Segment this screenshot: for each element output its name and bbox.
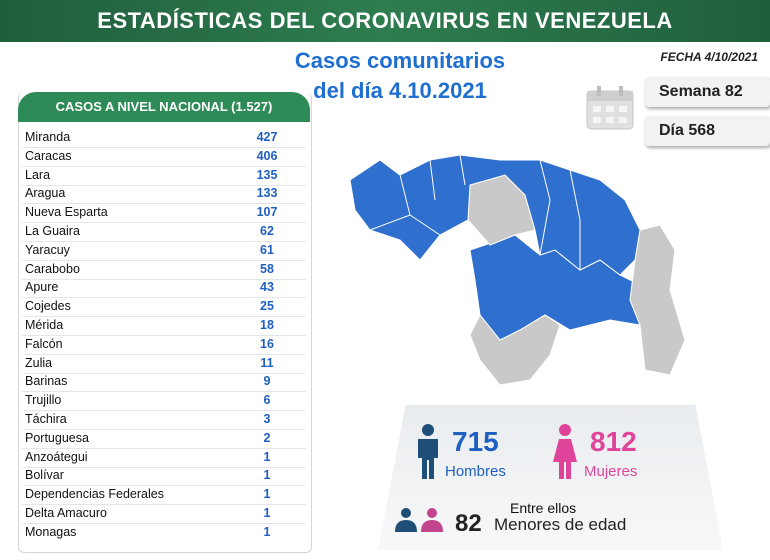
state-name: Barinas [25,374,68,389]
table-panel [18,92,312,553]
minors-label: Menores de edad [494,515,627,534]
state-cases: 18 [260,318,274,332]
row-divider [22,147,306,148]
men-count: 715 [452,426,499,457]
woman-icon [553,424,577,479]
row-divider [22,316,306,318]
row-divider [22,241,306,242]
state-name: Carabobo [25,261,80,276]
row-divider [22,353,306,355]
row-divider [22,203,306,205]
row-divider [22,184,306,186]
state-cases: 11 [260,355,274,370]
row-divider [22,504,306,506]
subtitle: del día 4.10.2021 [313,78,487,103]
state-cases: 2 [263,430,271,445]
state-cases: 25 [260,299,274,314]
state-cases: 406 [256,148,278,163]
title: ESTADÍSTICAS DEL CORONAVIRUS EN VENEZUEL… [97,8,673,33]
row-divider [22,222,306,224]
state-cases: 43 [260,280,274,295]
map [349,154,686,386]
subtitle: Casos comunitarios [294,48,506,73]
row-divider [22,523,306,524]
state-cases: 58 [260,261,274,276]
row-divider [22,297,306,299]
state-cases: 1 [263,487,271,502]
state-cases: 427 [256,130,278,144]
state-name: Lara [25,167,51,182]
state-cases: 9 [263,374,271,389]
table-title: CASOS A NIVEL NACIONAL (1.527) [18,92,310,122]
state-cases: 107 [256,205,278,220]
state-cases: 3 [263,412,271,426]
minors-count: 82 [455,510,482,537]
row-divider [22,278,306,280]
banner [0,0,770,42]
state-cases: 133 [256,186,278,201]
state-name: Miranda [25,130,71,144]
state-name: Monagas [25,524,77,539]
state-name: Portuguesa [25,430,89,445]
state-cases: 1 [263,468,271,483]
day-card: Día 568 [645,116,770,146]
minors-intro: Entre ellos [510,500,577,516]
state-name: Trujillo [25,393,62,408]
row-divider [22,429,306,430]
men-label: Hombres [445,463,506,480]
state-name: Nueva Esparta [25,205,108,220]
state-name: Caracas [25,148,72,163]
state-name: Zulia [25,355,53,370]
state-name: Cojedes [25,299,71,314]
week-card: Semana 82 [645,77,770,107]
man-icon [418,424,438,479]
row-divider [22,485,306,487]
women-label: Mujeres [584,463,638,480]
state-name: Falcón [25,336,63,351]
row-divider [22,165,306,167]
row-divider [22,335,306,336]
row-divider [22,447,306,449]
row-divider [22,466,306,468]
state-cases: 1 [263,449,271,464]
state-name: Dependencias Federales [25,487,164,502]
state-name: Delta Amacuro [25,506,107,520]
state-name: La Guaira [25,224,80,238]
state-cases: 1 [263,506,271,520]
state-cases: 61 [260,242,274,257]
state-cases: 135 [256,167,278,182]
row-divider [22,372,306,374]
state-name: Táchira [25,412,67,426]
state-cases: 16 [260,336,274,351]
children-icon [395,508,443,532]
state-name: Anzoátegui [25,449,88,464]
state-cases: 62 [260,224,274,238]
row-divider [22,391,306,393]
date: FECHA 4/10/2021 [660,50,758,64]
calendar-icon [586,86,634,130]
state-name: Mérida [25,318,64,332]
row-divider [22,410,306,412]
row-divider [22,259,306,261]
women-count: 812 [590,426,637,457]
state-name: Apure [25,280,59,295]
state-name: Bolívar [25,468,64,483]
state-cases: 1 [263,524,271,539]
state-cases: 6 [263,393,271,408]
state-name: Aragua [25,186,66,201]
state-name: Yaracuy [25,242,70,257]
